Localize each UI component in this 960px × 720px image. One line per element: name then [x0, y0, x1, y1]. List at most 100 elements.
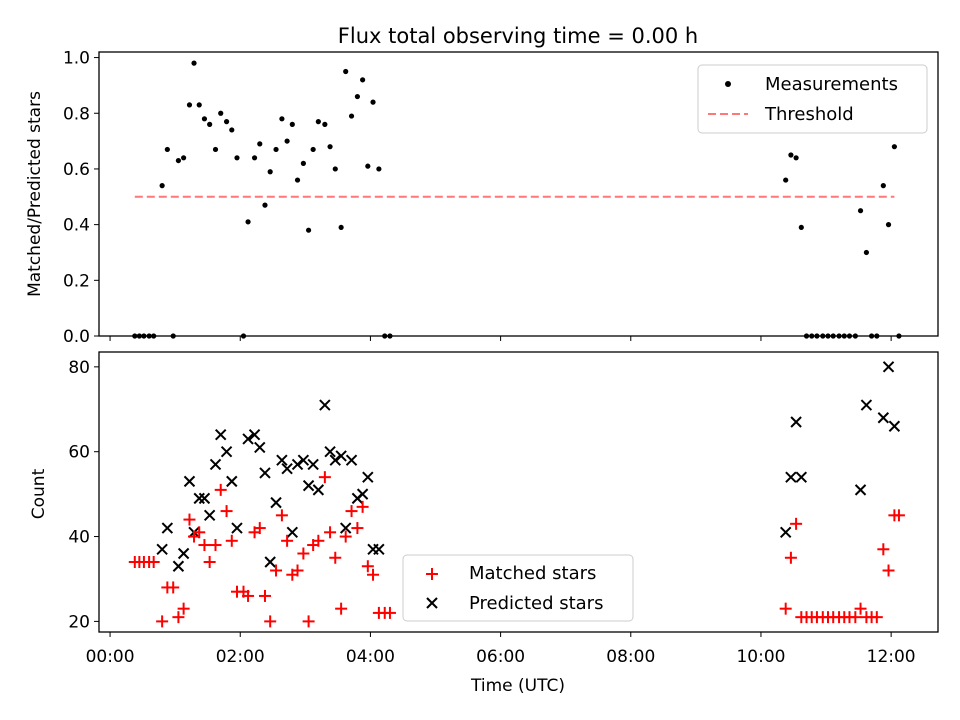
x-tick-label: 10:00: [736, 647, 785, 667]
measurement-point: [207, 121, 213, 127]
matched-star-point: [291, 564, 304, 577]
measurement-point: [322, 121, 328, 127]
matched-star-point: [784, 551, 797, 564]
predicted-star-point: [209, 458, 222, 471]
predicted-star-point: [312, 484, 325, 496]
x-tick-label: 12:00: [867, 647, 916, 667]
measurement-point: [365, 163, 371, 169]
predicted-star-point: [860, 399, 873, 411]
matched-star-point: [203, 556, 216, 568]
predicted-star-point: [172, 560, 185, 572]
predicted-star-point: [319, 399, 331, 411]
bottom-x-ticks: 00:00 02:00 04:00 06:00 08:00 10:00 12:00: [86, 632, 916, 667]
matched-star-point: [356, 500, 369, 513]
matched-star-point: [790, 517, 803, 530]
matched-star-point: [156, 615, 169, 628]
measurement-point: [257, 141, 263, 147]
measurement-point: [880, 183, 886, 189]
measurement-point: [310, 146, 316, 153]
top-y-tick-label: 0.6: [63, 160, 90, 180]
legend-measurements-marker: [725, 81, 731, 87]
measurement-point: [218, 110, 224, 116]
predicted-star-point: [226, 475, 238, 488]
measurement-point: [159, 183, 165, 189]
measurement-point: [201, 116, 208, 122]
predicted-star-point: [882, 361, 895, 373]
top-y-tick-label: 0.0: [63, 327, 90, 347]
matched-star-point: [877, 543, 890, 556]
top-y-tick-label: 1.0: [63, 49, 90, 69]
measurement-point: [175, 157, 182, 164]
top-y-tick-label: 0.2: [63, 271, 90, 291]
predicted-star-point: [203, 509, 216, 522]
matched-star-point: [297, 547, 310, 560]
matched-star-point: [383, 606, 396, 619]
x-tick-label: 08:00: [606, 647, 655, 667]
predicted-star-point: [242, 433, 254, 445]
matched-star-point: [361, 560, 374, 573]
matched-star-point: [220, 505, 233, 518]
matched-star-point: [258, 589, 271, 602]
measurement-point: [332, 166, 338, 172]
predicted-star-point: [161, 522, 174, 534]
predicted-star-point: [291, 458, 304, 471]
predicted-star-point: [339, 522, 352, 534]
bottom-legend: Matched stars Predicted stars: [402, 554, 634, 622]
measurement-point: [273, 146, 279, 153]
measurement-point: [857, 208, 864, 214]
predicted-star-point: [324, 445, 336, 458]
predicted-star-point: [785, 471, 797, 483]
predicted-star-point: [183, 475, 196, 488]
top-legend-box: [697, 64, 928, 134]
predicted-star-point: [297, 454, 310, 466]
matched-star-point: [193, 526, 206, 539]
matched-star-point: [339, 530, 352, 543]
matched-star-point: [345, 505, 358, 518]
measurement-point: [267, 169, 273, 175]
predicted-star-point: [198, 492, 211, 505]
predicted-star-point: [281, 462, 293, 475]
matched-star-point: [318, 471, 331, 484]
x-tick-label: 04:00: [346, 647, 395, 667]
matched-star-point: [324, 526, 337, 539]
measurement-point: [229, 127, 235, 133]
measurement-point: [885, 222, 892, 228]
top-y-ticks: 0.0 0.2 0.4 0.6 0.8 1.0: [63, 49, 99, 347]
predicted-star-point: [335, 450, 347, 462]
measurement-point: [284, 138, 290, 144]
measurement-point: [376, 166, 382, 172]
legend-predicted-marker: [426, 597, 438, 609]
predicted-star-point: [231, 522, 243, 534]
matched-star-point: [335, 602, 348, 615]
bottom-y-tick-label: 80: [68, 358, 90, 378]
predicted-star-point: [888, 420, 901, 432]
predicted-star-point: [264, 556, 276, 568]
measurement-point: [234, 155, 240, 161]
bottom-legend-box: [402, 554, 634, 622]
matched-star-point: [275, 509, 288, 522]
matched-star-point: [312, 534, 325, 547]
predicted-star-point: [854, 484, 867, 496]
bottom-y-axis-label: Count: [29, 468, 49, 519]
measurement-point: [798, 224, 804, 231]
predicted-star-point: [877, 412, 890, 424]
legend-predicted-label: Predicted stars: [469, 593, 603, 614]
measurement-point: [279, 116, 285, 122]
predicted-star-point: [193, 492, 205, 505]
matched-star-point: [264, 615, 277, 628]
legend-matched-marker: [426, 568, 438, 580]
matched-star-point: [870, 611, 883, 624]
measurement-point: [338, 224, 344, 231]
measurement-point: [196, 102, 202, 108]
measurement-point: [783, 177, 789, 183]
matched-star-point: [329, 551, 342, 564]
predicted-star-point: [329, 454, 341, 466]
measurement-point: [181, 155, 187, 161]
bottom-axes-frame: [98, 351, 939, 633]
predicted-star-point: [220, 445, 233, 458]
matched-star-point: [351, 522, 364, 535]
matched-star-point: [209, 539, 222, 552]
matched-star-point: [281, 534, 294, 547]
legend-threshold-label: Threshold: [764, 104, 854, 125]
predicted-star-point: [156, 543, 168, 555]
